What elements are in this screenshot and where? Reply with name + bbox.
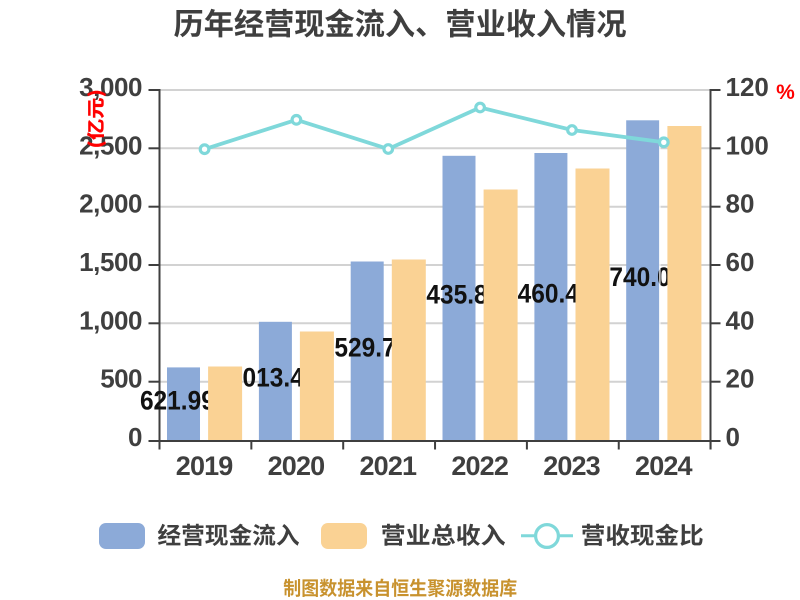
svg-text:1,500: 1,500 xyxy=(79,247,142,277)
svg-text:500: 500 xyxy=(100,364,142,394)
svg-text:1,000: 1,000 xyxy=(79,305,142,335)
svg-text:80: 80 xyxy=(726,189,755,219)
svg-text:2021: 2021 xyxy=(360,451,418,481)
svg-text:2022: 2022 xyxy=(451,451,508,481)
svg-text:2019: 2019 xyxy=(176,451,234,481)
svg-text:40: 40 xyxy=(726,305,755,335)
svg-text:120: 120 xyxy=(726,72,769,102)
svg-text:2023: 2023 xyxy=(543,451,601,481)
svg-text:60: 60 xyxy=(726,247,755,277)
svg-text:3,000: 3,000 xyxy=(79,72,142,102)
svg-text:621.99: 621.99 xyxy=(140,386,215,416)
svg-text:2,000: 2,000 xyxy=(79,189,142,219)
svg-text:%: % xyxy=(776,81,795,104)
svg-text:0: 0 xyxy=(726,422,740,452)
svg-text:100: 100 xyxy=(726,130,769,160)
svg-text:20: 20 xyxy=(726,364,755,394)
svg-text:0: 0 xyxy=(128,422,142,452)
svg-text:2024: 2024 xyxy=(635,451,693,481)
svg-text:2020: 2020 xyxy=(268,451,326,481)
